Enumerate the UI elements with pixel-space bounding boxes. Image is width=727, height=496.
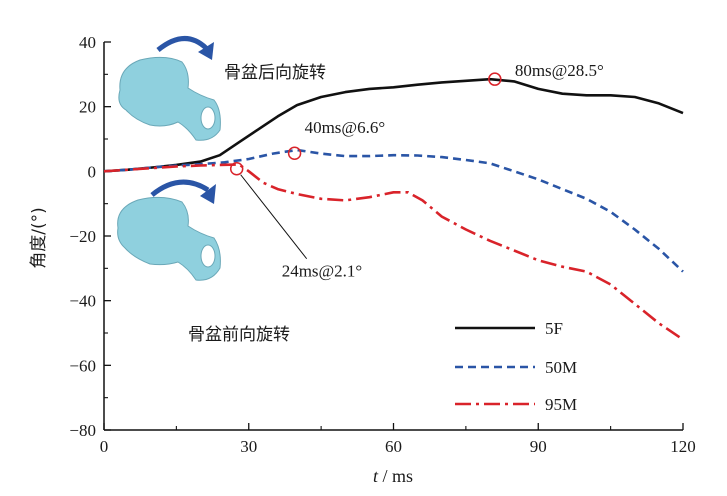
forward-rotation-label: 骨盆前向旋转 (188, 325, 290, 345)
annotation-marker (287, 146, 302, 160)
annotation-marker (229, 161, 244, 176)
series-line-5F (103, 77, 684, 173)
series-line-95M (103, 163, 684, 341)
annotation-label: 40ms@6.6° (305, 118, 386, 137)
pelvis-backward-illustration (118, 36, 221, 141)
x-axis-variable: t (373, 466, 379, 486)
legend-label: 50M (545, 358, 577, 377)
y-tick-label: −40 (69, 292, 96, 311)
legend-label: 5F (545, 319, 563, 338)
y-tick-label: 20 (79, 98, 96, 117)
y-tick-label: −80 (69, 421, 96, 440)
y-tick-label: 0 (88, 162, 97, 181)
annotation-marker (488, 72, 502, 86)
backward-rotation-label: 骨盆后向旋转 (224, 63, 326, 83)
annotation-label: 24ms@2.1° (282, 262, 363, 281)
annotation-label: 80ms@28.5° (515, 61, 604, 80)
y-tick-label: 40 (79, 33, 96, 52)
y-tick-label: −20 (69, 227, 96, 246)
x-tick-label: 90 (530, 437, 547, 456)
series-layer (103, 77, 684, 341)
x-axis-label: t / ms (373, 466, 413, 486)
x-tick-label: 120 (670, 437, 696, 456)
y-tick-label: −60 (69, 356, 96, 375)
pelvis-forward-illustration (117, 179, 221, 281)
x-axis-unit: / ms (378, 466, 413, 486)
annotation-layer: 80ms@28.5° 40ms@6.6° 24ms@2.1° (229, 61, 604, 281)
x-tick-label: 30 (240, 437, 257, 456)
annotation-leader (240, 174, 308, 260)
y-axis-label: 角度/(°) (29, 207, 49, 269)
legend: 5F 50M 95M (455, 319, 577, 414)
axes: 0 30 60 90 120 −80 −60 −40 −20 0 20 40 (69, 33, 695, 456)
x-tick-label: 0 (100, 437, 109, 456)
legend-label: 95M (545, 395, 577, 414)
x-tick-label: 60 (385, 437, 402, 456)
